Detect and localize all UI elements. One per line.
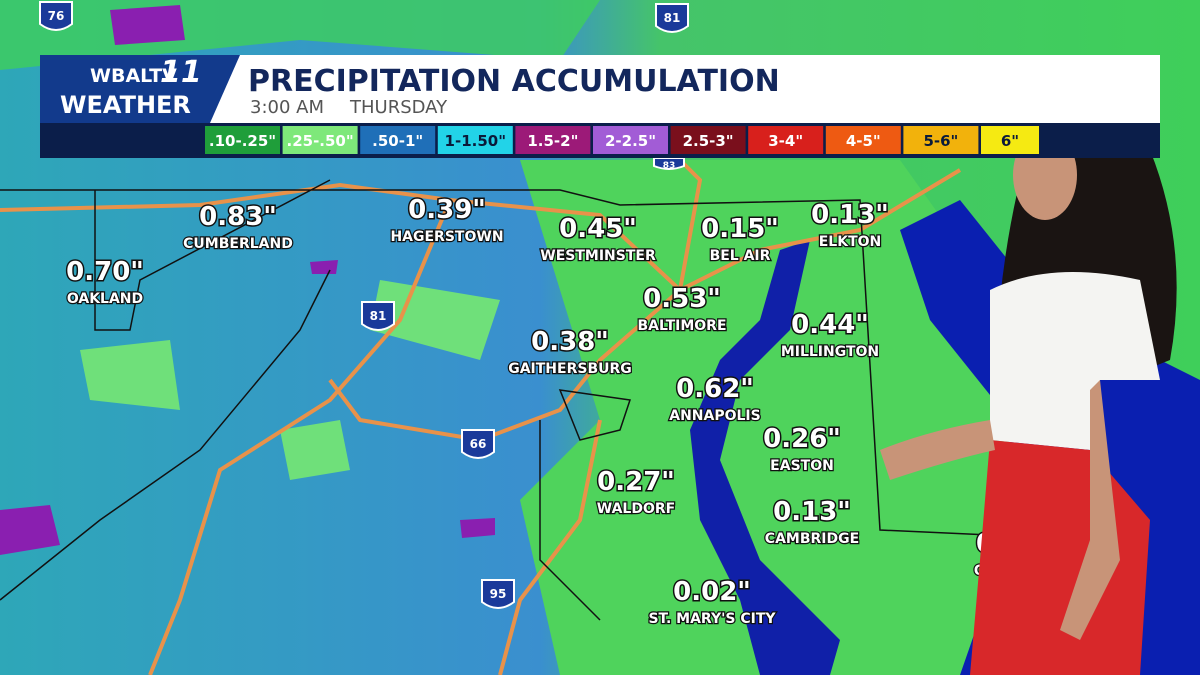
time: 3:00 AM bbox=[250, 97, 324, 118]
legend-label: .50-1" bbox=[372, 132, 423, 150]
city-name: ELKTON bbox=[819, 234, 882, 250]
legend-swatch bbox=[981, 126, 1039, 154]
roads bbox=[0, 148, 962, 675]
legend-label: .10-.25" bbox=[209, 132, 276, 150]
city-value: 0.62" bbox=[676, 374, 754, 404]
day: THURSDAY bbox=[349, 97, 448, 118]
highway-shields: 76 81 83 81 66 95 bbox=[39, 1, 689, 609]
city-value: 0.15" bbox=[701, 214, 779, 244]
city-name: HAGERSTOWN bbox=[390, 229, 503, 245]
legend-label: .25-.50" bbox=[287, 132, 354, 150]
legend: .10-.25" .25-.50" .50-1" 1-1.50" 1.5-2" 2-2.5… bbox=[205, 126, 1039, 154]
legend-swatch bbox=[282, 126, 358, 154]
green-patch bbox=[80, 280, 500, 480]
green-area bbox=[520, 160, 1000, 675]
legend-label: 6" bbox=[1001, 132, 1019, 150]
legend-swatch bbox=[205, 126, 280, 154]
legend-swatch bbox=[748, 126, 824, 154]
city-value: 0.26" bbox=[763, 424, 841, 454]
shield: 66 bbox=[461, 429, 495, 459]
legend-swatch bbox=[515, 126, 591, 154]
city-value: 0.70" bbox=[66, 257, 144, 287]
city-name: CUMBERLAND bbox=[183, 236, 293, 252]
city-name: MILLINGTON bbox=[781, 344, 879, 360]
legend-swatch bbox=[437, 126, 513, 154]
legend-swatch bbox=[903, 126, 979, 154]
logo-brand: WEATHER bbox=[60, 91, 191, 119]
city-name: ST. MARY'S CITY bbox=[648, 611, 776, 627]
city-value: 0.44" bbox=[791, 310, 869, 340]
city-value: 0.83" bbox=[199, 202, 277, 232]
city-value: 0.39" bbox=[408, 195, 486, 225]
legend-label: 5-6" bbox=[923, 132, 958, 150]
legend-label: 2-2.5" bbox=[605, 132, 656, 150]
legend-label: 1.5-2" bbox=[527, 132, 578, 150]
city-name: WESTMINSTER bbox=[540, 248, 656, 264]
chesapeake-bay bbox=[690, 240, 840, 675]
shield-number: 81 bbox=[370, 309, 387, 323]
legend-label: 2.5-3" bbox=[683, 132, 734, 150]
city-name: OAKLAND bbox=[67, 291, 143, 307]
shield: 81 bbox=[655, 3, 689, 33]
shield: 76 bbox=[39, 1, 73, 31]
shirt bbox=[990, 272, 1160, 450]
legend-swatch bbox=[825, 126, 901, 154]
logo-panel bbox=[40, 55, 240, 123]
city-value: 0.53" bbox=[643, 284, 721, 314]
shield-number: 83 bbox=[663, 161, 676, 171]
city-value: 0.13" bbox=[773, 497, 851, 527]
shield: 81 bbox=[361, 301, 395, 331]
legend-swatch bbox=[593, 126, 668, 154]
shield: 83 bbox=[653, 157, 685, 171]
shield-number: 76 bbox=[48, 9, 65, 23]
city-labels: 0.83" CUMBERLAND 0.70" OAKLAND 0.39" HAGERSTO… bbox=[65, 194, 998, 629]
city-name: EASTON bbox=[770, 458, 834, 474]
shield: 95 bbox=[481, 579, 515, 609]
city-name: GAITHERSBURG bbox=[508, 361, 632, 377]
header-banner: WBALTV 11 WEATHER PRECIPITATION ACCUMULA… bbox=[40, 55, 1160, 158]
borders bbox=[0, 179, 991, 621]
arms bbox=[880, 380, 1120, 640]
city-value: 0.13" bbox=[811, 200, 889, 230]
city-name: BEL AIR bbox=[710, 248, 771, 264]
city-name: WALDORF bbox=[597, 501, 675, 517]
city-value: 0.02" bbox=[673, 577, 751, 607]
logo-channel: 11 bbox=[160, 55, 202, 90]
shield-number: 66 bbox=[470, 437, 487, 451]
city-value: 0.38" bbox=[531, 327, 609, 357]
city-name: ANNAPOLIS bbox=[669, 408, 760, 424]
city-name: CAMBRIDGE bbox=[765, 531, 859, 547]
legend-swatch bbox=[670, 126, 746, 154]
title: PRECIPITATION ACCUMULATION bbox=[248, 64, 780, 99]
title-panel bbox=[210, 55, 1160, 123]
legend-swatch bbox=[360, 126, 436, 154]
legend-label: 3-4" bbox=[768, 132, 803, 150]
shield-number: 81 bbox=[664, 11, 681, 25]
city-value: 0.27" bbox=[597, 467, 675, 497]
city-value: 0.45" bbox=[559, 214, 637, 244]
legend-label: 1-1.50" bbox=[445, 132, 507, 150]
city-name: BALTIMORE bbox=[637, 318, 726, 334]
shield-number: 95 bbox=[490, 587, 507, 601]
logo-station: WBALTV bbox=[90, 65, 177, 87]
legend-label: 4-5" bbox=[846, 132, 881, 150]
